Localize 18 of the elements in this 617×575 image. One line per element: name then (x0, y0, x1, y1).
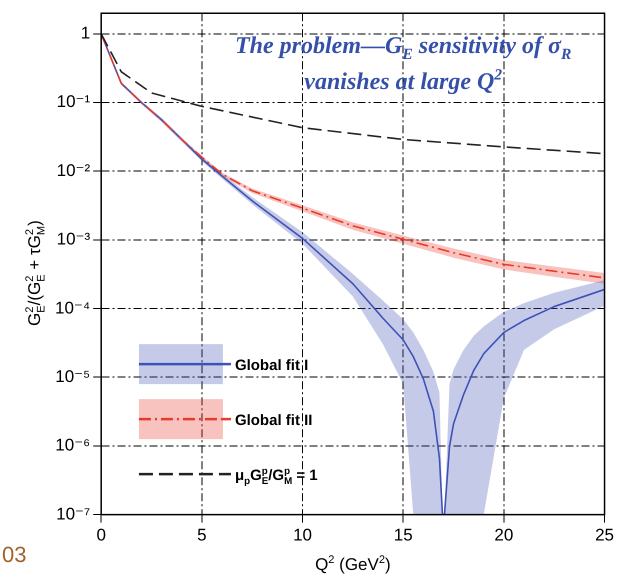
y-tick-label: 1 (80, 24, 90, 43)
x-tick-label: 10 (293, 525, 312, 544)
x-tick-label: 20 (494, 525, 514, 544)
legend-label: Global fit II (234, 412, 312, 430)
y-tick-label: 10⁻⁶ (55, 436, 90, 455)
x-tick-label: 5 (197, 525, 207, 544)
y-tick-label: 10⁻¹ (56, 92, 91, 112)
x-tick-label: 15 (394, 525, 413, 544)
y-tick-label: 10⁻³ (56, 230, 91, 249)
y-tick-label: 10⁻⁴ (55, 298, 90, 318)
x-tick-label: 25 (595, 525, 614, 544)
y-tick-label: 10⁻⁵ (55, 366, 90, 386)
x-tick-label: 0 (96, 525, 106, 544)
y-tick-label: 10⁻⁷ (56, 504, 90, 524)
legend-label: Global fit I (234, 357, 308, 374)
text: 03 (2, 542, 26, 567)
text: GE2/(GE2 + τGM2) (24, 220, 48, 326)
y-tick-label: 10⁻² (56, 160, 91, 180)
